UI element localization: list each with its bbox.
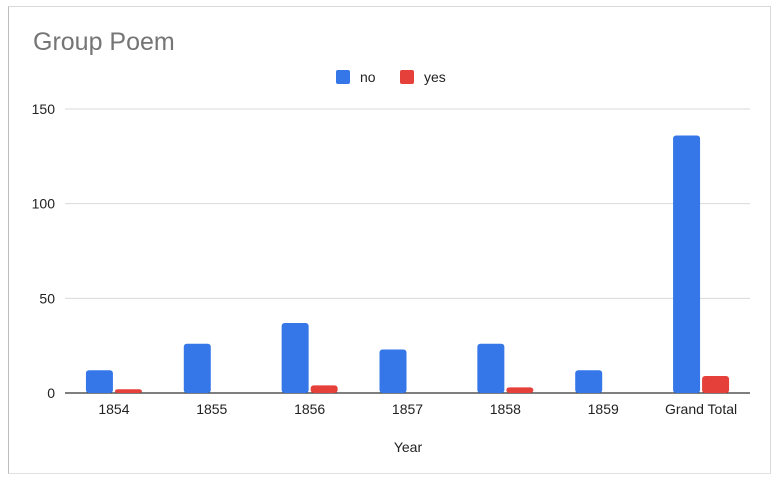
- x-tick-label: 1854: [98, 401, 129, 417]
- y-tick-label: 0: [47, 385, 55, 401]
- bar-no-1855: [183, 343, 211, 393]
- chart-card: [8, 6, 771, 474]
- y-tick-label: 150: [32, 101, 56, 117]
- bar-no-grand-total: [673, 135, 701, 394]
- bar-yes-1856: [310, 385, 338, 393]
- bar-no-1859: [575, 370, 603, 393]
- bar-no-1857: [379, 349, 407, 393]
- legend: no yes: [336, 69, 446, 85]
- x-axis-ticks: 1854 1855 1856 1857 1858 1859 Grand Total: [98, 401, 737, 417]
- x-tick-label: 1858: [490, 401, 521, 417]
- legend-label-yes: yes: [424, 69, 446, 85]
- x-tick-label: 1855: [196, 401, 227, 417]
- bars: [85, 135, 730, 394]
- chart-title: Group Poem: [33, 28, 175, 56]
- y-tick-label: 100: [32, 196, 56, 212]
- bar-yes-1854: [114, 389, 142, 393]
- y-axis-ticks: 0 50 100 150: [32, 101, 56, 401]
- legend-item-no: no: [336, 69, 376, 85]
- bar-no-1854: [85, 370, 113, 393]
- x-tick-label: 1856: [294, 401, 325, 417]
- y-tick-label: 50: [39, 290, 55, 306]
- legend-swatch-yes: [400, 70, 414, 84]
- legend-label-no: no: [360, 69, 376, 85]
- x-axis-label: Year: [394, 439, 423, 455]
- legend-item-yes: yes: [400, 69, 446, 85]
- bar-yes-1858: [506, 387, 534, 393]
- gridlines: [65, 108, 750, 394]
- bar-no-1856: [281, 322, 309, 393]
- bar-yes-grand-total: [702, 375, 730, 393]
- x-tick-label: 1859: [588, 401, 619, 417]
- x-tick-label: Grand Total: [665, 401, 737, 417]
- bar-no-1858: [477, 343, 505, 393]
- legend-swatch-no: [336, 70, 350, 84]
- x-tick-label: 1857: [392, 401, 423, 417]
